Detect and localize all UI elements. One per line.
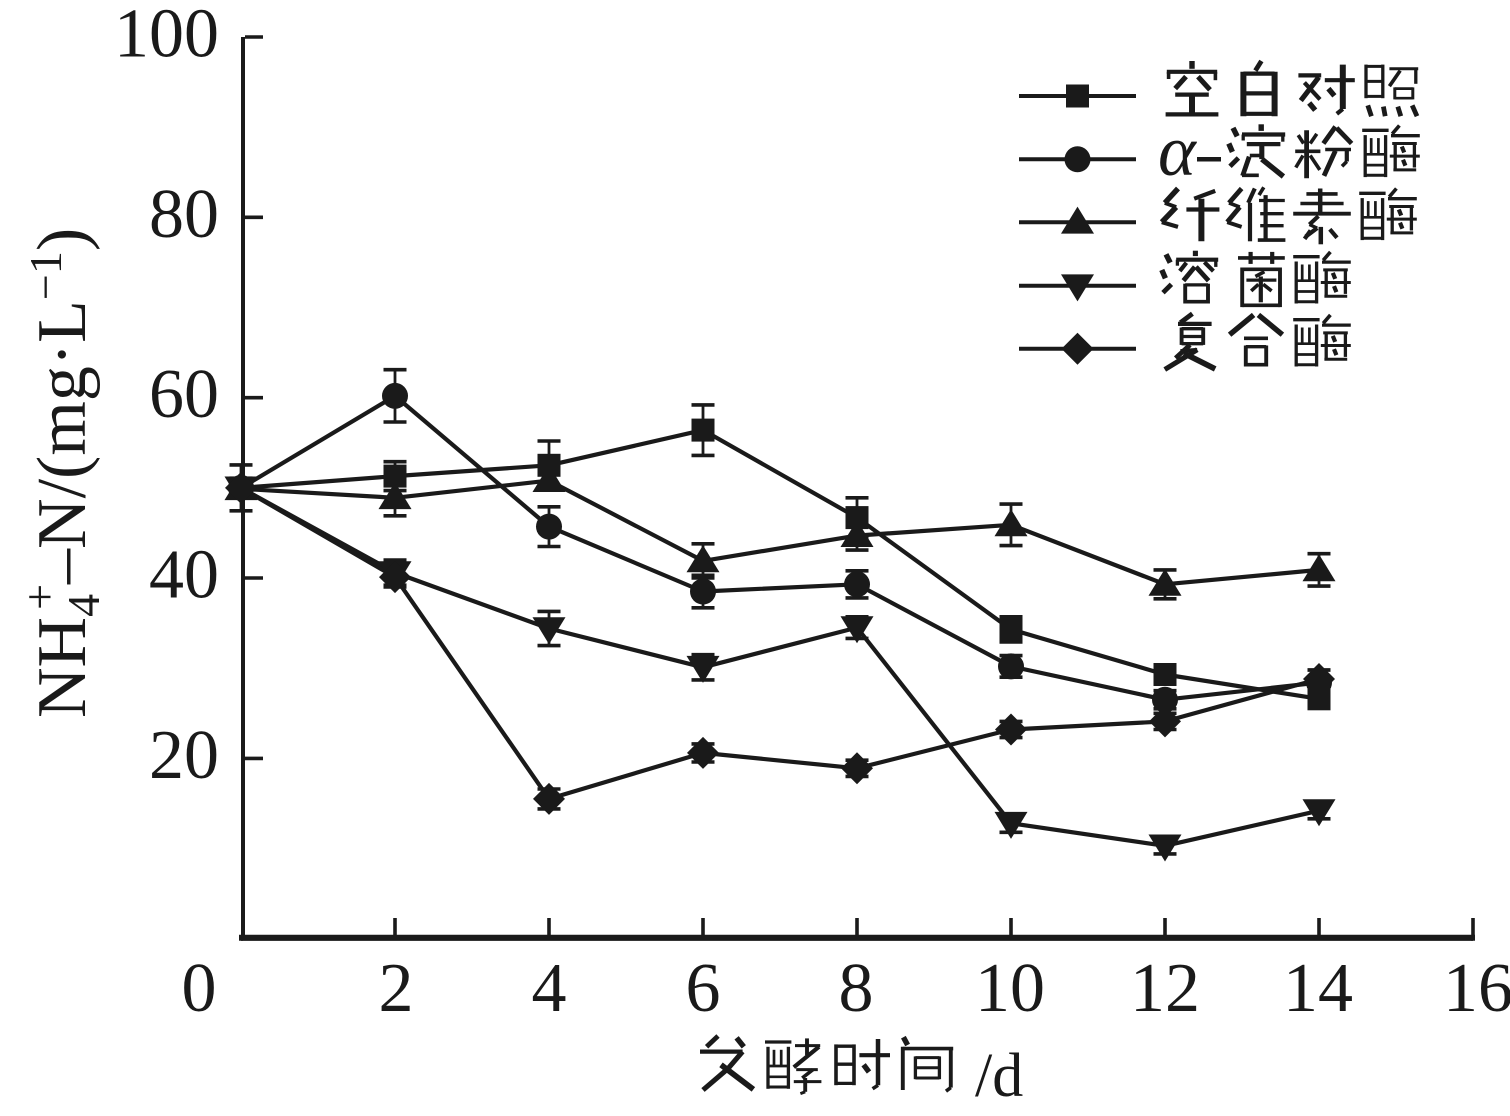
svg-text:8: 8: [839, 950, 874, 1027]
svg-text:60: 60: [149, 356, 219, 433]
svg-text:100: 100: [114, 0, 219, 73]
svg-text:20: 20: [149, 717, 219, 794]
svg-text:12: 12: [1130, 950, 1200, 1027]
svg-text:2: 2: [379, 950, 414, 1027]
svg-text:6: 6: [686, 950, 721, 1027]
svg-text:80: 80: [149, 176, 219, 253]
svg-text:NH4+–N/(mg·L−1): NH4+–N/(mg·L−1): [14, 228, 109, 718]
svg-text:α: α: [1158, 111, 1197, 191]
svg-text:/d: /d: [975, 1042, 1023, 1110]
svg-text:16: 16: [1443, 950, 1510, 1027]
svg-text:4: 4: [532, 950, 567, 1027]
svg-text:0: 0: [182, 950, 217, 1027]
svg-text:40: 40: [149, 537, 219, 614]
svg-text:10: 10: [975, 950, 1045, 1027]
svg-text:14: 14: [1283, 950, 1353, 1027]
